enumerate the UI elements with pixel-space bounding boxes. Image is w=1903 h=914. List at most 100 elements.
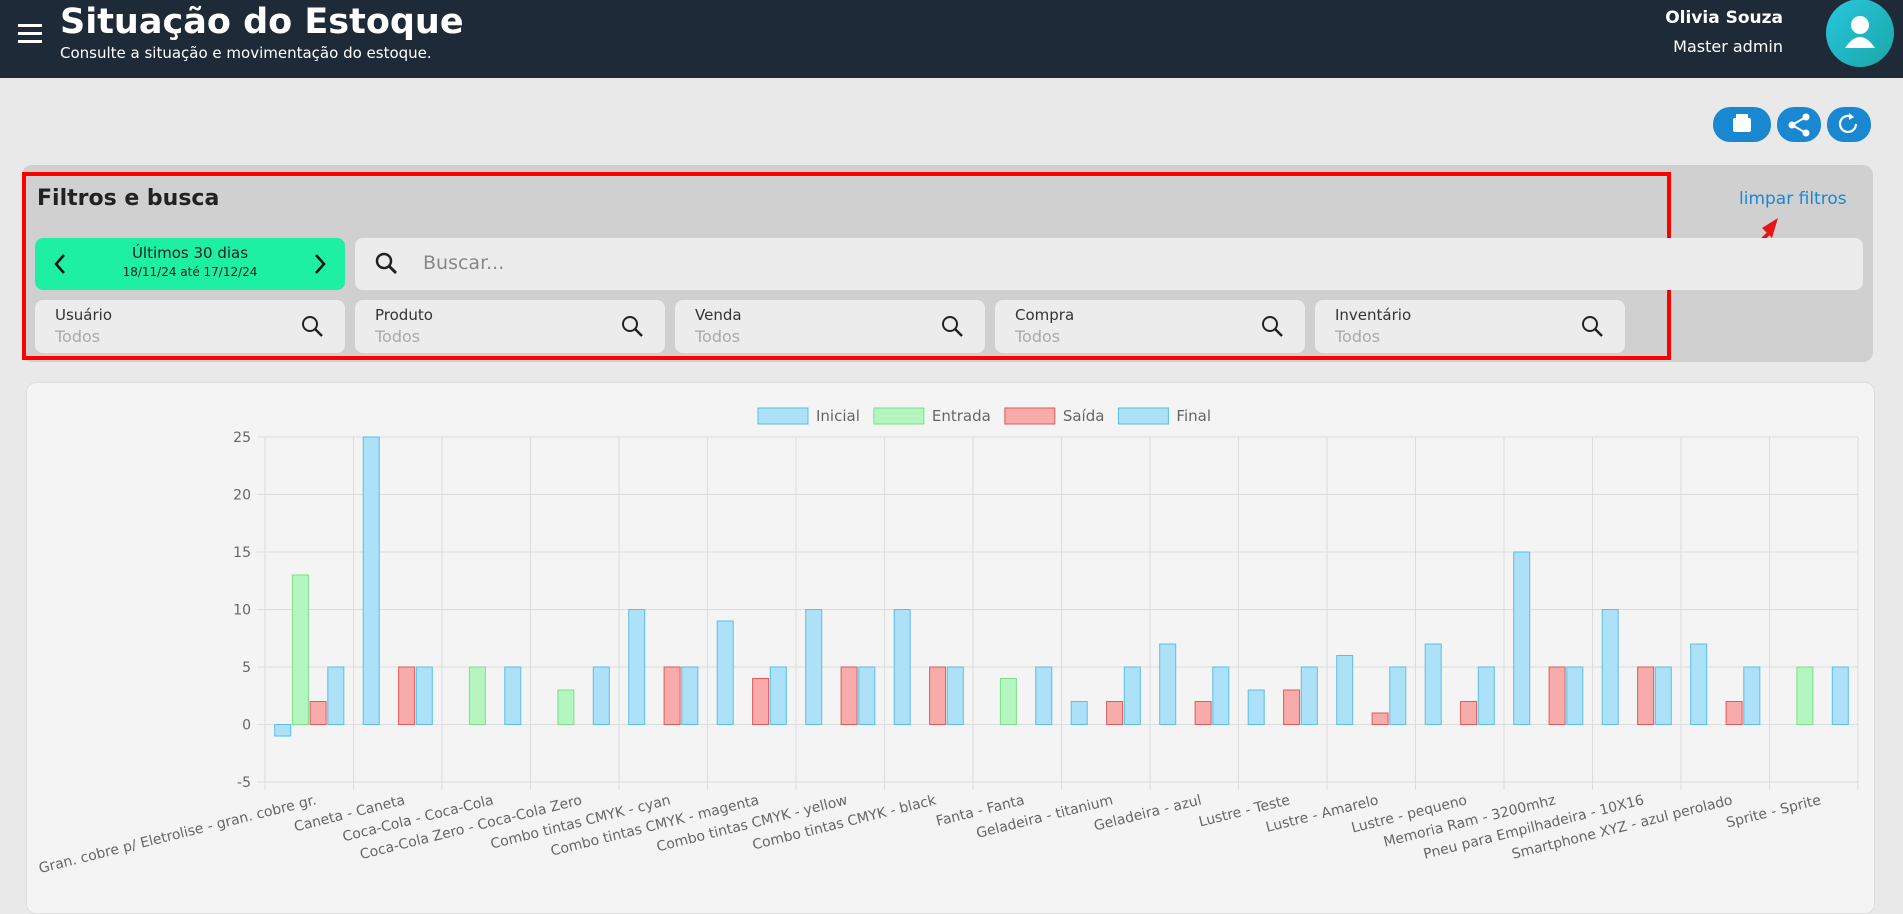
bar xyxy=(1690,643,1708,725)
bar xyxy=(468,666,486,725)
bar xyxy=(628,609,646,725)
search-icon xyxy=(302,316,323,337)
bar xyxy=(840,666,858,725)
bar xyxy=(1725,701,1743,725)
bar xyxy=(1212,666,1230,725)
legend-swatch xyxy=(1004,407,1056,425)
bar xyxy=(1194,701,1212,725)
bar xyxy=(362,436,380,725)
filter-field[interactable]: Venda Todos xyxy=(675,300,985,353)
bar xyxy=(415,666,433,725)
filter-label: Compra xyxy=(1015,306,1075,324)
bar xyxy=(1070,701,1088,725)
next-icon[interactable] xyxy=(313,253,327,275)
filter-label: Venda xyxy=(695,306,742,324)
bar xyxy=(1513,551,1531,725)
bar xyxy=(1106,701,1124,725)
bar xyxy=(1389,666,1407,725)
bar xyxy=(1371,712,1389,725)
legend-label: Entrada xyxy=(932,407,991,425)
search-icon xyxy=(622,316,643,337)
bar xyxy=(274,724,292,737)
user-name: Olivia Souza xyxy=(1665,8,1783,28)
bar xyxy=(716,620,734,725)
search-icon xyxy=(375,252,398,275)
bar xyxy=(1796,666,1814,725)
filter-field[interactable]: Compra Todos xyxy=(995,300,1305,353)
bar xyxy=(1035,666,1053,725)
search-placeholder: Buscar... xyxy=(423,252,505,274)
filter-value: Todos xyxy=(1335,327,1381,346)
legend-label: Saída xyxy=(1063,407,1105,425)
period-range: 18/11/24 até 17/12/24 xyxy=(122,265,258,279)
bar xyxy=(858,666,876,725)
bar xyxy=(752,678,770,725)
bar xyxy=(1601,609,1619,725)
legend-label: Final xyxy=(1176,407,1211,425)
y-tick-label: -5 xyxy=(237,775,251,791)
bar xyxy=(1424,643,1442,725)
bar xyxy=(1247,689,1265,725)
bar xyxy=(1743,666,1761,725)
legend-swatch xyxy=(757,407,809,425)
bar xyxy=(999,678,1017,725)
bar xyxy=(1637,666,1655,725)
legend-swatch xyxy=(1117,407,1169,425)
bar xyxy=(1159,643,1177,725)
bar xyxy=(1654,666,1672,725)
search-box[interactable]: Buscar... xyxy=(355,238,1863,290)
y-tick-label: 15 xyxy=(233,545,251,561)
bar xyxy=(681,666,699,725)
filter-label: Usuário xyxy=(55,306,113,324)
y-tick-label: 0 xyxy=(242,718,251,734)
bar xyxy=(504,666,522,725)
bar xyxy=(893,609,911,725)
bar xyxy=(1566,666,1584,725)
menu-icon[interactable] xyxy=(18,22,44,44)
filter-label: Inventário xyxy=(1335,306,1412,324)
x-tick-label: Gran. cobre p/ Eletrolise - gran. cobre … xyxy=(37,792,318,877)
prev-icon[interactable] xyxy=(53,253,67,275)
search-icon xyxy=(1582,316,1603,337)
filter-value: Todos xyxy=(695,327,741,346)
filter-value: Todos xyxy=(1015,327,1061,346)
refresh-button[interactable] xyxy=(1827,107,1871,142)
bar xyxy=(946,666,964,725)
bar xyxy=(1283,689,1301,725)
bar xyxy=(769,666,787,725)
period-label: Últimos 30 dias xyxy=(131,244,249,262)
x-tick-label: Sprite - Sprite xyxy=(1725,792,1823,831)
filter-field[interactable]: Usuário Todos xyxy=(35,300,345,353)
bar xyxy=(1460,701,1478,725)
legend-swatch xyxy=(873,407,925,425)
bar xyxy=(557,689,575,725)
chart-card xyxy=(26,382,1875,914)
toolbar xyxy=(1713,107,1871,142)
bar xyxy=(663,666,681,725)
search-icon xyxy=(942,316,963,337)
avatar[interactable] xyxy=(1825,0,1895,70)
clear-filters[interactable]: limpar filtros xyxy=(1739,189,1847,209)
bar xyxy=(1831,666,1849,725)
y-tick-label: 5 xyxy=(242,660,251,676)
page-subtitle: Consulte a situação e movimentação do es… xyxy=(60,44,432,62)
search-icon xyxy=(1262,316,1283,337)
bar xyxy=(398,666,416,725)
header: Situação do Estoque Consulte a situação … xyxy=(0,0,1903,78)
filter-field[interactable]: Inventário Todos xyxy=(1315,300,1625,353)
bar xyxy=(327,666,345,725)
filter-label: Produto xyxy=(375,306,433,324)
y-tick-label: 25 xyxy=(233,430,251,446)
filter-field[interactable]: Produto Todos xyxy=(355,300,665,353)
period-selector[interactable]: Últimos 30 dias 18/11/24 até 17/12/24 xyxy=(35,238,345,290)
bar xyxy=(1548,666,1566,725)
bar xyxy=(309,701,327,725)
share-button[interactable] xyxy=(1777,107,1821,142)
page-title: Situação do Estoque xyxy=(60,2,464,42)
bar xyxy=(1336,655,1354,725)
bar xyxy=(291,574,309,725)
user-role: Master admin xyxy=(1673,37,1783,56)
bar xyxy=(929,666,947,725)
